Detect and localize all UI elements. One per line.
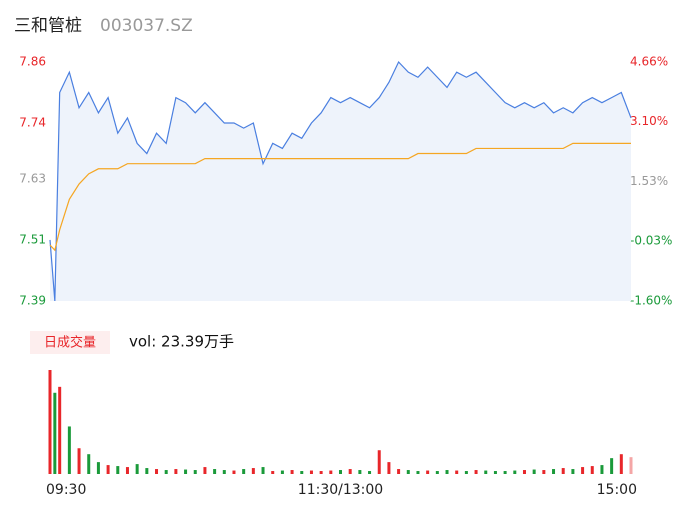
volume-bar	[319, 471, 323, 474]
price-line	[49, 60, 632, 302]
average-line	[49, 142, 631, 252]
volume-bar	[155, 469, 159, 474]
volume-bar	[406, 470, 410, 474]
volume-bar	[125, 467, 129, 474]
volume-bar	[213, 469, 217, 474]
volume-bar	[358, 470, 362, 474]
volume-bar	[610, 458, 614, 474]
y-tick-label: 7.39	[19, 294, 46, 308]
volume-bar	[571, 469, 575, 474]
volume-bar	[522, 470, 526, 474]
volume-bar	[174, 469, 178, 474]
volume-bar	[552, 469, 556, 474]
volume-bar	[377, 450, 381, 474]
volume-bar	[309, 470, 313, 474]
price-area	[50, 62, 631, 301]
volume-bar	[532, 469, 536, 474]
volume-bar	[77, 448, 81, 474]
volume-bar	[300, 471, 304, 474]
volume-bar	[416, 471, 420, 474]
volume-bar	[513, 470, 517, 474]
y-tick-label: 7.74	[19, 116, 46, 130]
y2-tick-label: 3.10%	[630, 114, 668, 128]
volume-bar	[116, 466, 120, 474]
volume-bar	[455, 470, 459, 474]
volume-bar	[145, 468, 149, 474]
chart-subtitle: 003037.SZ	[100, 16, 193, 36]
volume-bar	[271, 471, 275, 474]
y2-tick-label: -1.60%	[630, 294, 672, 308]
volume-bar	[629, 457, 633, 474]
x-tick-label: 11:30/13:00	[298, 482, 383, 498]
volume-bar	[251, 468, 255, 474]
volume-bar	[67, 426, 71, 474]
volume-bar	[387, 462, 391, 474]
y-tick-label: 7.63	[19, 171, 46, 185]
volume-bar	[581, 467, 585, 474]
volume-bar	[397, 469, 401, 474]
volume-bar	[106, 465, 110, 474]
volume-bar	[53, 392, 57, 474]
volume-bar	[96, 462, 100, 474]
volume-bar	[261, 467, 265, 474]
volume-bar	[329, 470, 333, 474]
volume-bar	[232, 470, 236, 474]
volume-bar	[542, 470, 546, 474]
volume-bar	[619, 454, 623, 474]
volume-bar	[368, 471, 372, 474]
volume-label: vol: 23.39万手	[129, 333, 234, 351]
volume-bar	[590, 466, 594, 474]
x-tick-label: 15:00	[597, 482, 637, 498]
volume-bar	[493, 471, 497, 474]
volume-bar	[484, 470, 488, 474]
volume-bar	[339, 470, 342, 474]
volume-bar	[193, 470, 197, 474]
volume-bar	[474, 470, 478, 474]
volume-bar	[503, 471, 507, 474]
volume-bar	[426, 470, 430, 474]
y2-tick-label: -0.03%	[630, 234, 672, 248]
y2-tick-label: 1.53%	[630, 174, 668, 188]
volume-bar	[561, 468, 565, 474]
volume-bar	[445, 470, 449, 474]
volume-bar	[203, 467, 207, 474]
volume-bar	[87, 454, 91, 474]
chart-title: 三和管桩	[14, 16, 82, 36]
volume-bar	[290, 470, 294, 474]
volume-bar	[348, 469, 352, 474]
y-tick-label: 7.86	[19, 55, 46, 69]
volume-legend: 日成交量	[44, 335, 96, 351]
volume-bar	[184, 469, 188, 474]
y2-tick-label: 4.66%	[630, 55, 668, 69]
volume-bar	[280, 470, 284, 474]
y-tick-label: 7.51	[19, 232, 46, 246]
volume-bar	[222, 470, 226, 474]
volume-bar	[242, 469, 246, 474]
volume-bar	[600, 465, 604, 474]
volume-bar	[135, 464, 139, 474]
volume-bar	[464, 471, 468, 474]
volume-bar	[435, 471, 439, 474]
x-tick-label: 09:30	[46, 482, 86, 498]
legend-box	[30, 331, 110, 354]
volume-bar	[164, 470, 168, 474]
volume-bar	[58, 386, 62, 474]
volume-bar	[48, 370, 52, 474]
